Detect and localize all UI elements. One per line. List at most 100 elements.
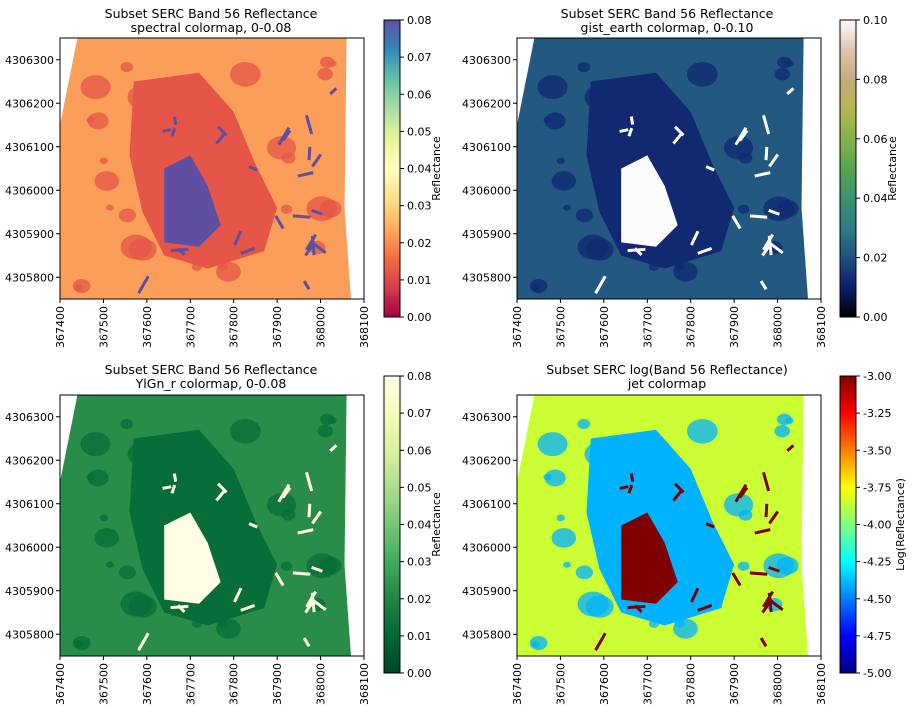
x-tick-label: 367500 xyxy=(97,306,110,348)
x-tick-label: 368100 xyxy=(358,663,371,705)
raster-vegetation-patch xyxy=(543,473,552,481)
x-tick-label: 367700 xyxy=(641,663,654,705)
x-tick-label: 367900 xyxy=(728,306,741,348)
y-tick-label: 4306200 xyxy=(5,454,54,467)
axes-frame xyxy=(59,37,365,300)
raster-pier xyxy=(768,153,780,168)
raster-pier xyxy=(762,233,774,251)
raster-vegetation-patch xyxy=(776,556,799,575)
raster-vegetation-patch xyxy=(120,591,152,617)
raster-pier xyxy=(307,146,312,161)
x-tick-label: 367500 xyxy=(554,663,567,705)
colorbar-tick-label: 0.10 xyxy=(863,14,888,27)
y-tick-label: 4305800 xyxy=(5,271,54,284)
raster-pier xyxy=(329,444,338,452)
x-tick-label: 367600 xyxy=(598,306,611,348)
raster-vegetation-patch xyxy=(281,509,296,521)
raster-pier xyxy=(629,116,635,125)
colorbar-tick-label: 0.07 xyxy=(407,407,432,420)
x-tick-label: 367400 xyxy=(54,663,67,705)
raster-vegetation-patch xyxy=(319,199,342,218)
colorbar-tick-label: 0.02 xyxy=(863,252,888,265)
raster-pier xyxy=(759,637,768,648)
raster-pier xyxy=(329,87,338,95)
raster-pier xyxy=(217,125,228,137)
raster-vegetation-patch xyxy=(544,469,566,487)
chart-title-line-2: YlGn_r colormap, 0-0.08 xyxy=(135,376,287,391)
raster-vegetation-patch xyxy=(577,234,609,260)
raster-vegetation-patch xyxy=(544,112,566,130)
colorbar-tick-label: 0.08 xyxy=(407,370,432,383)
raster-vegetation-patch xyxy=(577,591,609,617)
x-tick-label: 367400 xyxy=(511,663,524,705)
colorbar-tick-label: -4.25 xyxy=(863,556,891,569)
raster-pier xyxy=(633,247,643,256)
raster-pier xyxy=(705,522,715,529)
x-tick-label: 367800 xyxy=(685,306,698,348)
raster-pier xyxy=(311,565,323,573)
subplot-2: 367400 367500 367600 367700 367800 367900 3680… xyxy=(462,6,899,348)
x-tick-label: 368100 xyxy=(358,306,371,348)
raster-vegetation-patch xyxy=(551,528,577,548)
y-tick-label: 4306300 xyxy=(462,411,511,424)
raster-pier xyxy=(162,485,172,490)
colorbar-tick-label: 0.07 xyxy=(407,51,432,64)
raster-vegetation-patch xyxy=(563,561,571,568)
raster-vegetation-patch xyxy=(72,278,91,294)
y-tick-label: 4306200 xyxy=(462,454,511,467)
raster-vegetation-patch xyxy=(118,208,136,223)
raster-vegetation-patch xyxy=(537,432,568,457)
raster-vegetation-patch xyxy=(551,171,577,191)
colorbar-tick-label: 0.08 xyxy=(863,73,888,86)
colorbar-tick-label: 0.05 xyxy=(407,125,432,138)
colorbar-tick-label: -4.00 xyxy=(863,519,891,532)
raster-pier xyxy=(305,233,317,251)
x-tick-label: 368100 xyxy=(815,663,828,705)
colorbar-tick-label: -3.25 xyxy=(863,407,891,420)
raster-pier xyxy=(297,171,314,178)
raster-vegetation-patch xyxy=(328,60,337,67)
raster-pier xyxy=(643,193,653,200)
raster-pier xyxy=(764,503,769,518)
y-tick-label: 4306000 xyxy=(5,184,54,197)
raster-pier xyxy=(176,604,186,613)
x-tick-label: 367600 xyxy=(141,663,154,705)
raster-pier xyxy=(240,603,256,612)
raster-pier xyxy=(672,131,684,145)
raster-pier xyxy=(594,275,607,295)
raster-pier xyxy=(734,126,748,146)
x-tick-label: 367600 xyxy=(598,663,611,705)
colorbar-tick-label: -4.75 xyxy=(863,630,891,643)
raster-pier xyxy=(674,482,685,494)
raster-pier xyxy=(629,473,635,482)
axes-frame xyxy=(59,394,365,657)
raster-vegetation-patch xyxy=(280,204,293,214)
x-tick-label: 367900 xyxy=(271,306,284,348)
x-tick-label: 367700 xyxy=(184,306,197,348)
colorbar-tick-label: -5.00 xyxy=(863,667,891,680)
raster-pier xyxy=(171,576,182,595)
x-tick-label: 367500 xyxy=(554,306,567,348)
x-tick-label: 367700 xyxy=(184,663,197,705)
raster-vegetation-patch xyxy=(328,417,337,424)
y-tick-label: 4305800 xyxy=(462,628,511,641)
chart-title-line-1: Subset SERC log(Band 56 Reflectance) xyxy=(546,362,788,377)
raster-vegetation-patch xyxy=(229,61,261,87)
x-tick-label: 367800 xyxy=(228,663,241,705)
raster-pier xyxy=(738,486,749,499)
raster-pier xyxy=(162,128,172,133)
raster-vegetation-patch xyxy=(319,556,342,575)
raster-pier xyxy=(292,214,311,219)
raster-pier xyxy=(764,146,769,161)
y-tick-label: 4306300 xyxy=(462,54,511,67)
x-tick-label: 367800 xyxy=(685,663,698,705)
x-tick-label: 368000 xyxy=(315,663,328,705)
colorbar-tick-label: 0.06 xyxy=(863,133,888,146)
raster-pier xyxy=(619,128,629,133)
colorbar-tick-label: -4.50 xyxy=(863,593,891,606)
colorbar-tick-label: 0.04 xyxy=(407,163,432,176)
raster-vegetation-patch xyxy=(281,152,296,164)
raster-pier xyxy=(305,114,314,135)
raster-pier xyxy=(690,230,700,246)
